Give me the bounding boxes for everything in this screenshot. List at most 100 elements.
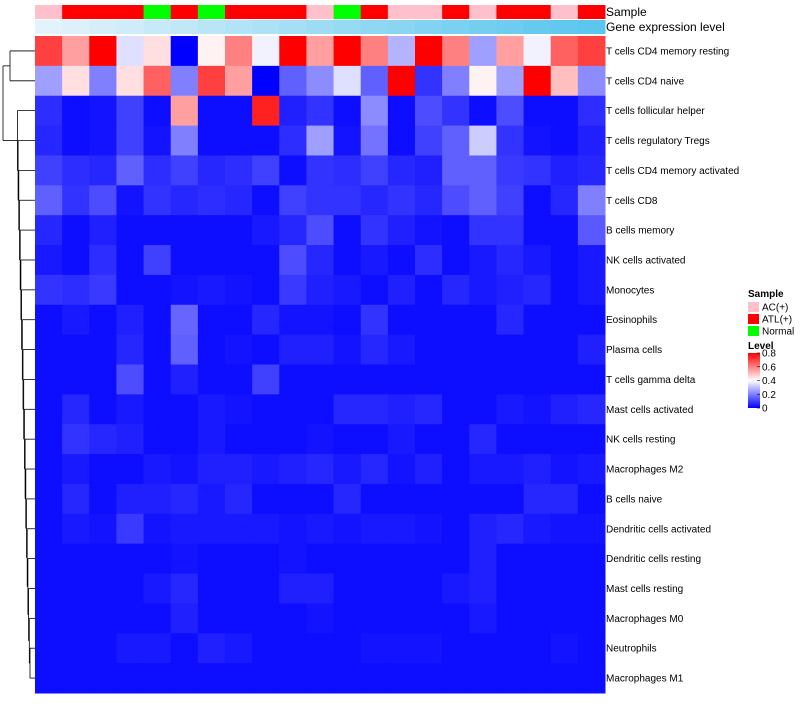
heatmap-cell (360, 424, 389, 455)
expression-annotation-cell (279, 20, 307, 34)
expression-annotation-cell (360, 20, 389, 34)
heatmap-cell (279, 454, 307, 485)
heatmap-cell (197, 185, 226, 216)
heatmap-cell (252, 424, 280, 455)
heatmap-cell (496, 36, 525, 67)
heatmap-cell (360, 334, 389, 365)
heatmap-cell (387, 185, 416, 216)
heatmap-cell (469, 663, 497, 694)
heatmap-cell (415, 603, 443, 634)
heatmap-cell (35, 245, 63, 276)
legend: Sample AC(+)ATL(+)Normal Level 0.8 0.6 0.4… (748, 289, 794, 415)
heatmap-cell (62, 185, 90, 216)
heatmap-cell (469, 573, 497, 604)
heatmap-cell (523, 185, 552, 216)
heatmap-cell (116, 454, 145, 485)
heatmap-cell (523, 334, 552, 365)
heatmap-cell (360, 274, 389, 306)
heatmap-cell (89, 454, 117, 485)
heatmap-cell (62, 215, 90, 246)
heatmap-cell (387, 454, 416, 485)
heatmap-cell (496, 454, 525, 485)
expression-annotation-cell (550, 20, 579, 34)
heatmap-cell (197, 543, 226, 575)
heatmap-cell (306, 185, 335, 216)
heatmap-cell (225, 65, 253, 97)
heatmap-cell (387, 424, 416, 455)
heatmap-cell (550, 483, 579, 515)
sample-annotation-cell (469, 5, 497, 19)
heatmap-cell (62, 483, 90, 515)
heatmap-cell (225, 603, 253, 634)
heatmap-cell (387, 304, 416, 336)
heatmap-cell (197, 513, 226, 545)
heatmap-cell (387, 663, 416, 694)
heatmap-cell (62, 65, 90, 97)
heatmap-cell (170, 274, 199, 306)
heatmap-cell (170, 364, 199, 395)
sample-annotation-cell (279, 5, 307, 19)
heatmap-cell (442, 95, 470, 127)
heatmap-cell (35, 573, 63, 604)
heatmap-cell (333, 483, 362, 515)
heatmap-cell (387, 573, 416, 604)
heatmap-cell (415, 65, 443, 97)
heatmap-cell (197, 215, 226, 246)
heatmap-cell (360, 364, 389, 395)
heatmap-cell (170, 424, 199, 455)
heatmap-cell (387, 633, 416, 664)
heatmap-cell (360, 513, 389, 545)
heatmap-cell (252, 185, 280, 216)
heatmap-cell (333, 334, 362, 365)
heatmap-cell (197, 125, 226, 156)
heatmap-cell (170, 603, 199, 634)
heatmap-cell (360, 603, 389, 634)
heatmap-cell (333, 663, 362, 694)
heatmap-cell (116, 334, 145, 365)
sample-annotation-cell (89, 5, 117, 19)
heatmap-cell (279, 155, 307, 186)
heatmap-cell (197, 424, 226, 455)
heatmap-cell (306, 95, 335, 127)
heatmap-cell (550, 65, 579, 97)
heatmap-cell (197, 36, 226, 67)
expression-annotation-cell (143, 20, 172, 34)
heatmap-cell (252, 663, 280, 694)
heatmap-cell (197, 633, 226, 664)
heatmap-cell (225, 215, 253, 246)
heatmap-cell (442, 245, 470, 276)
level-legend-tick-label: 0.6 (762, 362, 776, 373)
heatmap-cell (523, 215, 552, 246)
row-label: NK cells activated (606, 255, 685, 266)
heatmap-cell (197, 394, 226, 425)
heatmap-cell (577, 573, 606, 604)
heatmap-cell (442, 36, 470, 67)
heatmap-cell (89, 304, 117, 336)
heatmap-cell (170, 633, 199, 664)
heatmap-cell (116, 274, 145, 306)
heatmap-cell (469, 543, 497, 575)
heatmap-cell (89, 65, 117, 97)
heatmap-cell (387, 334, 416, 365)
level-legend-tick-label: 0.4 (762, 376, 776, 387)
heatmap-cell (442, 334, 470, 365)
sample-annotation-cell (143, 5, 172, 19)
heatmap-cell (35, 274, 63, 306)
heatmap-cell (496, 573, 525, 604)
expression-annotation-cell (306, 20, 335, 34)
heatmap-cell (523, 603, 552, 634)
row-label: Mast cells activated (606, 405, 693, 416)
heatmap-cell (225, 185, 253, 216)
heatmap-cell (252, 603, 280, 634)
heatmap-cell (62, 573, 90, 604)
row-label: Macrophages M1 (606, 674, 684, 685)
heatmap-cell (89, 125, 117, 156)
heatmap-cell (387, 36, 416, 67)
heatmap-cell (415, 36, 443, 67)
heatmap-cell (333, 215, 362, 246)
heatmap-cell (333, 543, 362, 575)
heatmap-cell (62, 633, 90, 664)
sample-annotation-cell (442, 5, 470, 19)
heatmap-cell (360, 95, 389, 127)
heatmap-cell (360, 215, 389, 246)
